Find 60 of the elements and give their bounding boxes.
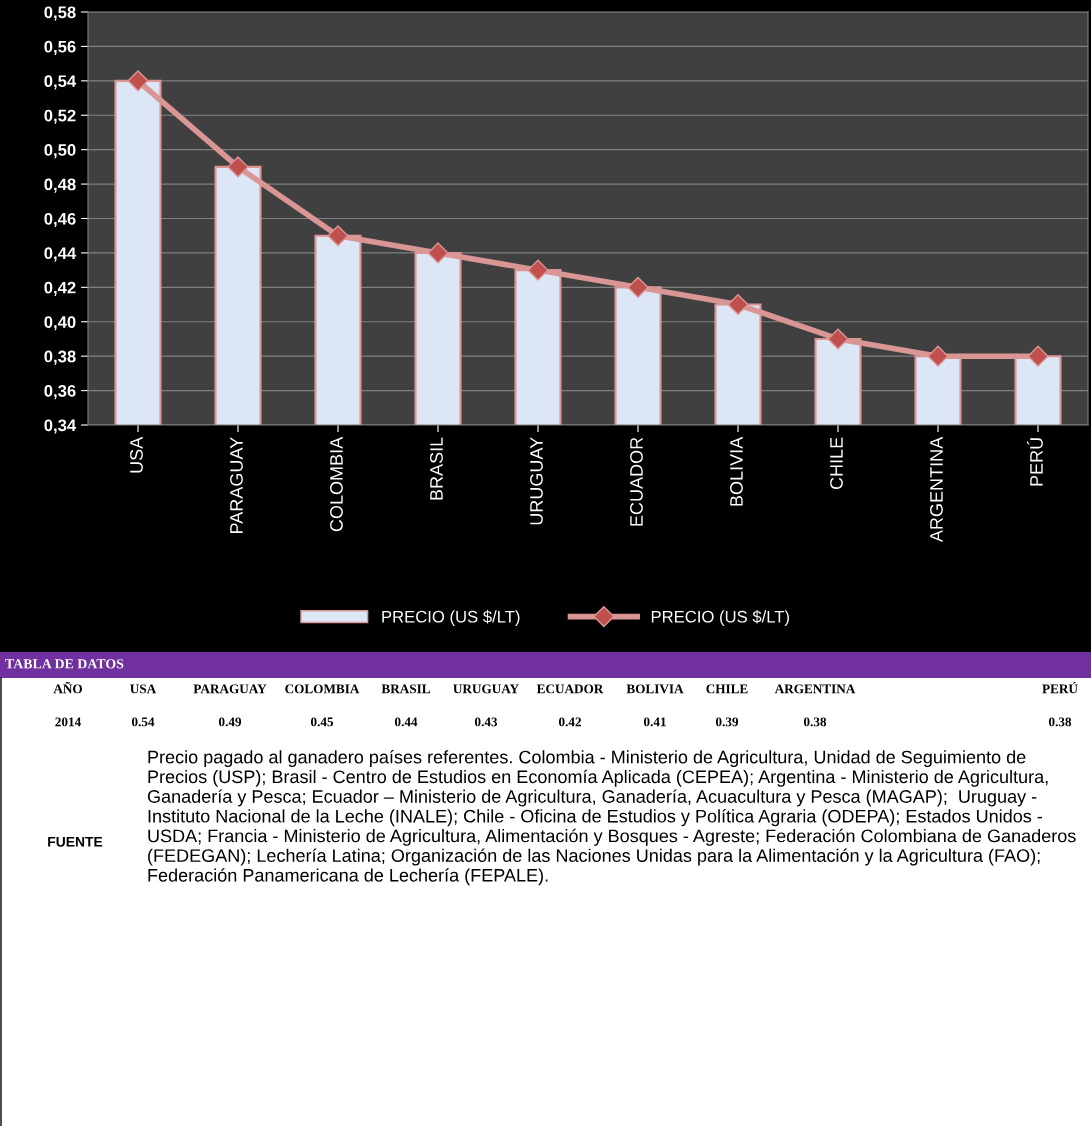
y-tick-label: 0,48 xyxy=(44,178,76,193)
legend-label: PRECIO (US $/LT) xyxy=(651,610,789,626)
category-label: USA xyxy=(130,684,157,694)
y-tick-label: 0,42 xyxy=(44,281,76,296)
category-label: COLOMBIA xyxy=(285,684,360,694)
point xyxy=(427,242,449,264)
y-tick-label: 0,58 xyxy=(44,6,76,21)
legend-label: PRECIO (US $/LT) xyxy=(382,610,520,626)
x-tick-label: CHILE xyxy=(830,437,843,490)
x-tick-label: PARAGUAY xyxy=(230,437,243,533)
text: 0.38 xyxy=(803,717,827,727)
point xyxy=(827,328,849,350)
text: TABLA DE DATOS xyxy=(5,659,124,669)
text: 0.42 xyxy=(558,717,581,727)
text: 0.39 xyxy=(715,717,739,727)
x-tick-label: ARGENTINA xyxy=(930,436,943,543)
y-tick-label: 0,36 xyxy=(44,384,76,400)
category-label: PARAGUAY xyxy=(193,684,267,694)
text: 0.41 xyxy=(643,717,666,727)
category-label: CHILE xyxy=(706,684,748,694)
x-tick-label: ECUADOR xyxy=(630,437,643,526)
point xyxy=(927,345,949,367)
category-label: PERÚ xyxy=(1042,681,1078,694)
category-label: URUGUAY xyxy=(453,684,519,694)
text: AÑO xyxy=(53,681,83,694)
y-tick-label: 0,50 xyxy=(44,144,76,159)
text: 0.45 xyxy=(310,717,334,727)
category-label: ECUADOR xyxy=(536,684,604,694)
point xyxy=(627,276,649,298)
x-tick-label: BRASIL xyxy=(430,437,443,500)
x-tick-label: PERÚ xyxy=(1027,438,1043,486)
text: 2014 xyxy=(55,717,81,727)
y-tick-label: 0,52 xyxy=(44,109,76,124)
category-label: BOLIVIA xyxy=(626,684,684,694)
point xyxy=(227,156,249,178)
text: 0.44 xyxy=(394,717,418,727)
x-tick-label: BOLIVIA xyxy=(730,436,743,506)
point xyxy=(127,70,149,92)
point xyxy=(527,259,549,281)
x-tick-label: COLOMBIA xyxy=(330,436,343,532)
y-tick-label: 0,34 xyxy=(44,419,77,434)
x-tick-label: USA xyxy=(130,436,143,473)
y-tick-label: 0,40 xyxy=(44,316,76,331)
x-tick-label: URUGUAY xyxy=(530,437,543,525)
point xyxy=(327,225,349,247)
y-tick-label: 0,38 xyxy=(44,350,76,365)
category-label: ARGENTINA xyxy=(774,684,856,694)
text: 0.43 xyxy=(474,717,498,727)
text: Precio pagado al ganadero países referentes. Colombia - Ministerio de Agricultura, Unidad de Seguimiento de Precios (USP); Brasil - Centro de Estudios en Economía Aplicada (CEPEA); Argentina - Ministerio de Agricultura, Ganadería y Pesca; Ecuador – Ministerio de Agricultura, Ganadería, Acuacultura y Pesca (MAGAP); Uruguay - Instituto Nacional de la Leche (INALE); Chile - Oficina de Estudios y Política Agraria (ODEPA); Estados Unidos - USDA; Francia - Ministerio de Agricultura, Alimentación y Bosques - Agreste; Federación Colombiana de Ganaderos (FEDEGAN); Lechería Latina; Organización de las Naciones Unidas para la Alimentación y la Agricultura (FAO); Federación Panamericana de Lechería (FEPALE). xyxy=(147,750,1076,886)
y-tick-label: 0,44 xyxy=(44,247,77,262)
y-tick-label: 0,54 xyxy=(44,75,77,90)
point xyxy=(1027,345,1049,367)
text: 0.38 xyxy=(1048,717,1072,727)
y-tick-label: 0,46 xyxy=(44,212,76,228)
text: FUENTE xyxy=(48,837,103,847)
text: 0.54 xyxy=(131,717,155,727)
y-tick-label: 0,56 xyxy=(44,40,76,56)
text: 0.49 xyxy=(218,717,242,727)
point xyxy=(727,294,749,316)
category-label: BRASIL xyxy=(381,684,431,694)
